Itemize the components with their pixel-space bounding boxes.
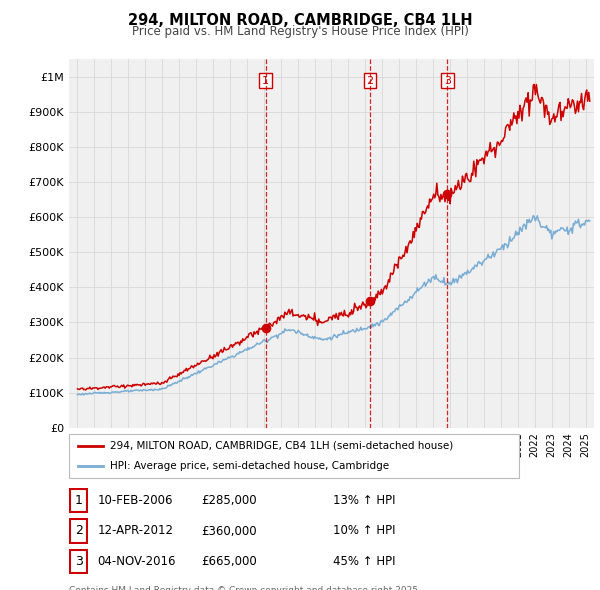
Text: £665,000: £665,000 [201,555,257,568]
Text: Contains HM Land Registry data © Crown copyright and database right 2025.: Contains HM Land Registry data © Crown c… [69,586,421,590]
Text: 13% ↑ HPI: 13% ↑ HPI [333,494,395,507]
Text: 2: 2 [74,525,83,537]
Text: £285,000: £285,000 [201,494,257,507]
FancyBboxPatch shape [70,519,88,543]
Text: 1: 1 [262,76,269,86]
Text: Price paid vs. HM Land Registry's House Price Index (HPI): Price paid vs. HM Land Registry's House … [131,25,469,38]
Text: £360,000: £360,000 [201,525,257,537]
Text: 10-FEB-2006: 10-FEB-2006 [97,494,173,507]
Text: 3: 3 [74,555,83,568]
Text: 12-APR-2012: 12-APR-2012 [97,525,173,537]
Text: 10% ↑ HPI: 10% ↑ HPI [333,525,395,537]
Text: 294, MILTON ROAD, CAMBRIDGE, CB4 1LH (semi-detached house): 294, MILTON ROAD, CAMBRIDGE, CB4 1LH (se… [110,441,453,451]
Text: 1: 1 [74,494,83,507]
Text: 3: 3 [444,76,451,86]
FancyBboxPatch shape [70,550,88,573]
FancyBboxPatch shape [69,434,519,478]
Text: 45% ↑ HPI: 45% ↑ HPI [333,555,395,568]
Text: 294, MILTON ROAD, CAMBRIDGE, CB4 1LH: 294, MILTON ROAD, CAMBRIDGE, CB4 1LH [128,13,472,28]
Text: 04-NOV-2016: 04-NOV-2016 [97,555,176,568]
Text: HPI: Average price, semi-detached house, Cambridge: HPI: Average price, semi-detached house,… [110,461,389,471]
FancyBboxPatch shape [70,489,88,512]
Text: 2: 2 [367,76,374,86]
